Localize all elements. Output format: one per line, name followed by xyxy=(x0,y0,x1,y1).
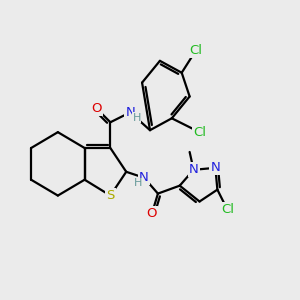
Text: N: N xyxy=(189,163,199,176)
Text: N: N xyxy=(125,106,135,119)
Text: Cl: Cl xyxy=(221,203,234,216)
Text: O: O xyxy=(147,207,157,220)
Text: Cl: Cl xyxy=(193,126,206,139)
Text: Cl: Cl xyxy=(189,44,202,57)
Text: S: S xyxy=(106,189,115,202)
Text: H: H xyxy=(133,113,141,123)
Text: O: O xyxy=(91,102,102,115)
Text: N: N xyxy=(211,161,220,174)
Text: N: N xyxy=(139,171,149,184)
Text: H: H xyxy=(134,178,142,188)
